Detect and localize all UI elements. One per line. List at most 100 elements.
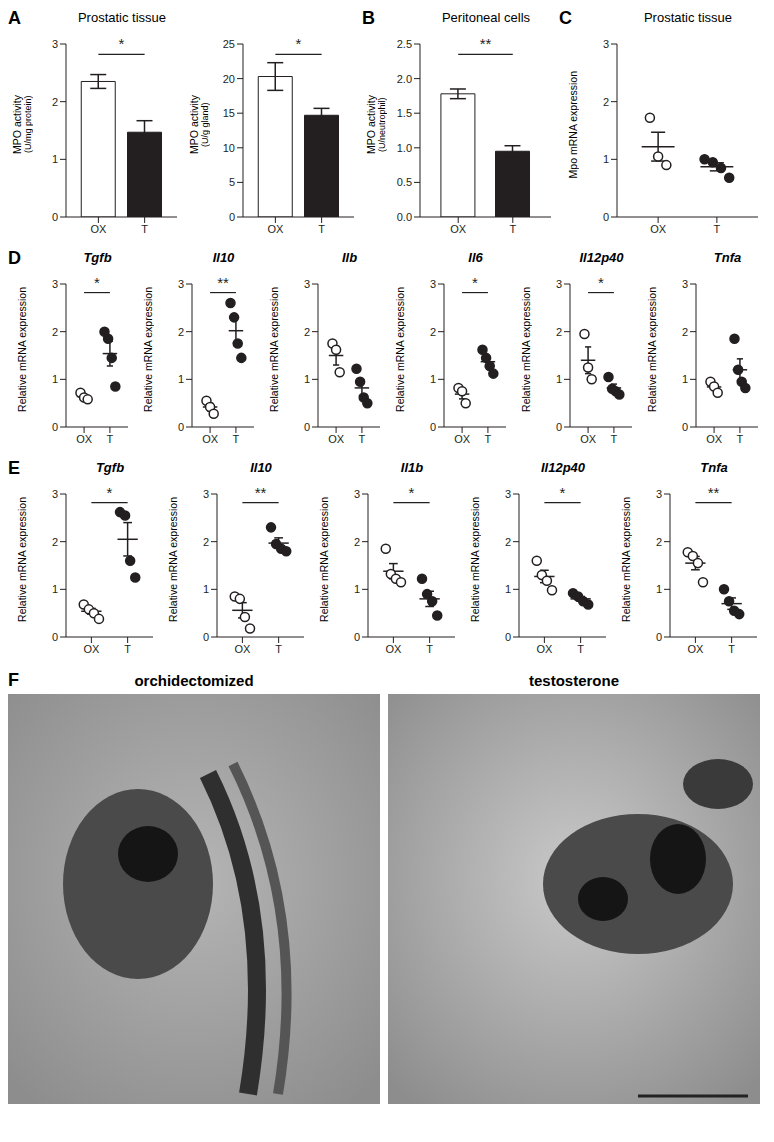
svg-text:*: * xyxy=(560,484,566,501)
svg-text:*: * xyxy=(107,484,113,501)
svg-text:3: 3 xyxy=(52,278,58,290)
svg-text:OX: OX xyxy=(454,433,471,445)
svg-text:*: * xyxy=(472,274,478,291)
svg-text:T: T xyxy=(359,433,366,445)
svg-text:T: T xyxy=(426,643,433,655)
svg-text:0: 0 xyxy=(682,421,688,433)
svg-text:1: 1 xyxy=(603,153,609,165)
svg-text:3: 3 xyxy=(656,488,662,500)
svg-text:*: * xyxy=(94,274,100,291)
svg-text:1: 1 xyxy=(52,583,58,595)
svg-text:3: 3 xyxy=(203,488,209,500)
svg-text:0: 0 xyxy=(603,211,609,223)
svg-text:3: 3 xyxy=(603,38,609,50)
svg-text:*: * xyxy=(296,35,302,52)
svg-text:0: 0 xyxy=(354,631,360,643)
svg-text:**: ** xyxy=(480,35,492,52)
svg-text:T: T xyxy=(737,433,744,445)
svg-text:*: * xyxy=(598,274,604,291)
svg-text:T: T xyxy=(107,433,114,445)
svg-text:OX: OX xyxy=(385,643,402,655)
svg-text:0.0: 0.0 xyxy=(397,211,412,223)
svg-text:1: 1 xyxy=(52,373,58,385)
svg-text:0: 0 xyxy=(304,421,310,433)
svg-text:OX: OX xyxy=(202,433,219,445)
svg-text:T: T xyxy=(124,643,131,655)
svg-text:3: 3 xyxy=(354,488,360,500)
svg-text:**: ** xyxy=(217,274,229,291)
svg-text:0: 0 xyxy=(430,421,436,433)
svg-text:2: 2 xyxy=(52,96,58,108)
svg-text:1: 1 xyxy=(354,583,360,595)
svg-text:T: T xyxy=(509,223,516,235)
svg-text:0: 0 xyxy=(556,421,562,433)
svg-text:OX: OX xyxy=(687,643,704,655)
svg-text:2: 2 xyxy=(203,536,209,548)
svg-text:1: 1 xyxy=(682,373,688,385)
svg-text:1: 1 xyxy=(52,153,58,165)
svg-text:0: 0 xyxy=(203,631,209,643)
svg-text:OX: OX xyxy=(450,223,467,235)
svg-text:2.0: 2.0 xyxy=(397,73,412,85)
svg-text:2: 2 xyxy=(178,326,184,338)
svg-text:3: 3 xyxy=(556,278,562,290)
svg-text:1.5: 1.5 xyxy=(397,107,412,119)
svg-text:T: T xyxy=(728,643,735,655)
svg-text:0: 0 xyxy=(178,421,184,433)
svg-text:3: 3 xyxy=(178,278,184,290)
svg-text:2: 2 xyxy=(52,326,58,338)
svg-text:T: T xyxy=(318,223,325,235)
svg-text:0: 0 xyxy=(52,631,58,643)
svg-text:T: T xyxy=(275,643,282,655)
svg-text:OX: OX xyxy=(706,433,723,445)
svg-text:1: 1 xyxy=(556,373,562,385)
svg-text:*: * xyxy=(119,35,125,52)
svg-text:OX: OX xyxy=(650,223,667,235)
svg-text:1: 1 xyxy=(304,373,310,385)
svg-text:OX: OX xyxy=(536,643,553,655)
svg-text:OX: OX xyxy=(328,433,345,445)
svg-text:3: 3 xyxy=(505,488,511,500)
svg-text:T: T xyxy=(611,433,618,445)
svg-text:**: ** xyxy=(255,484,267,501)
svg-text:OX: OX xyxy=(90,223,107,235)
svg-text:2: 2 xyxy=(52,536,58,548)
svg-text:OX: OX xyxy=(267,223,284,235)
svg-text:5: 5 xyxy=(229,176,235,188)
svg-text:0: 0 xyxy=(52,421,58,433)
svg-text:2: 2 xyxy=(304,326,310,338)
svg-text:3: 3 xyxy=(430,278,436,290)
svg-text:1.0: 1.0 xyxy=(397,142,412,154)
svg-text:T: T xyxy=(714,223,721,235)
svg-text:1: 1 xyxy=(505,583,511,595)
svg-text:3: 3 xyxy=(304,278,310,290)
svg-text:**: ** xyxy=(708,484,720,501)
svg-text:T: T xyxy=(485,433,492,445)
svg-text:T: T xyxy=(233,433,240,445)
svg-text:10: 10 xyxy=(223,142,235,154)
svg-text:2: 2 xyxy=(430,326,436,338)
svg-text:2: 2 xyxy=(556,326,562,338)
svg-text:0: 0 xyxy=(505,631,511,643)
svg-text:1: 1 xyxy=(430,373,436,385)
svg-text:3: 3 xyxy=(682,278,688,290)
svg-text:0: 0 xyxy=(229,211,235,223)
svg-text:3: 3 xyxy=(52,488,58,500)
svg-text:15: 15 xyxy=(223,107,235,119)
svg-text:*: * xyxy=(409,484,415,501)
svg-text:3: 3 xyxy=(52,38,58,50)
svg-text:0: 0 xyxy=(656,631,662,643)
svg-text:OX: OX xyxy=(580,433,597,445)
svg-text:T: T xyxy=(141,223,148,235)
svg-text:25: 25 xyxy=(223,38,235,50)
svg-text:2.5: 2.5 xyxy=(397,38,412,50)
svg-text:0.5: 0.5 xyxy=(397,176,412,188)
svg-text:2: 2 xyxy=(656,536,662,548)
svg-text:T: T xyxy=(577,643,584,655)
svg-text:1: 1 xyxy=(656,583,662,595)
svg-text:OX: OX xyxy=(234,643,251,655)
svg-text:OX: OX xyxy=(76,433,93,445)
svg-text:2: 2 xyxy=(354,536,360,548)
svg-text:1: 1 xyxy=(178,373,184,385)
svg-text:2: 2 xyxy=(603,96,609,108)
